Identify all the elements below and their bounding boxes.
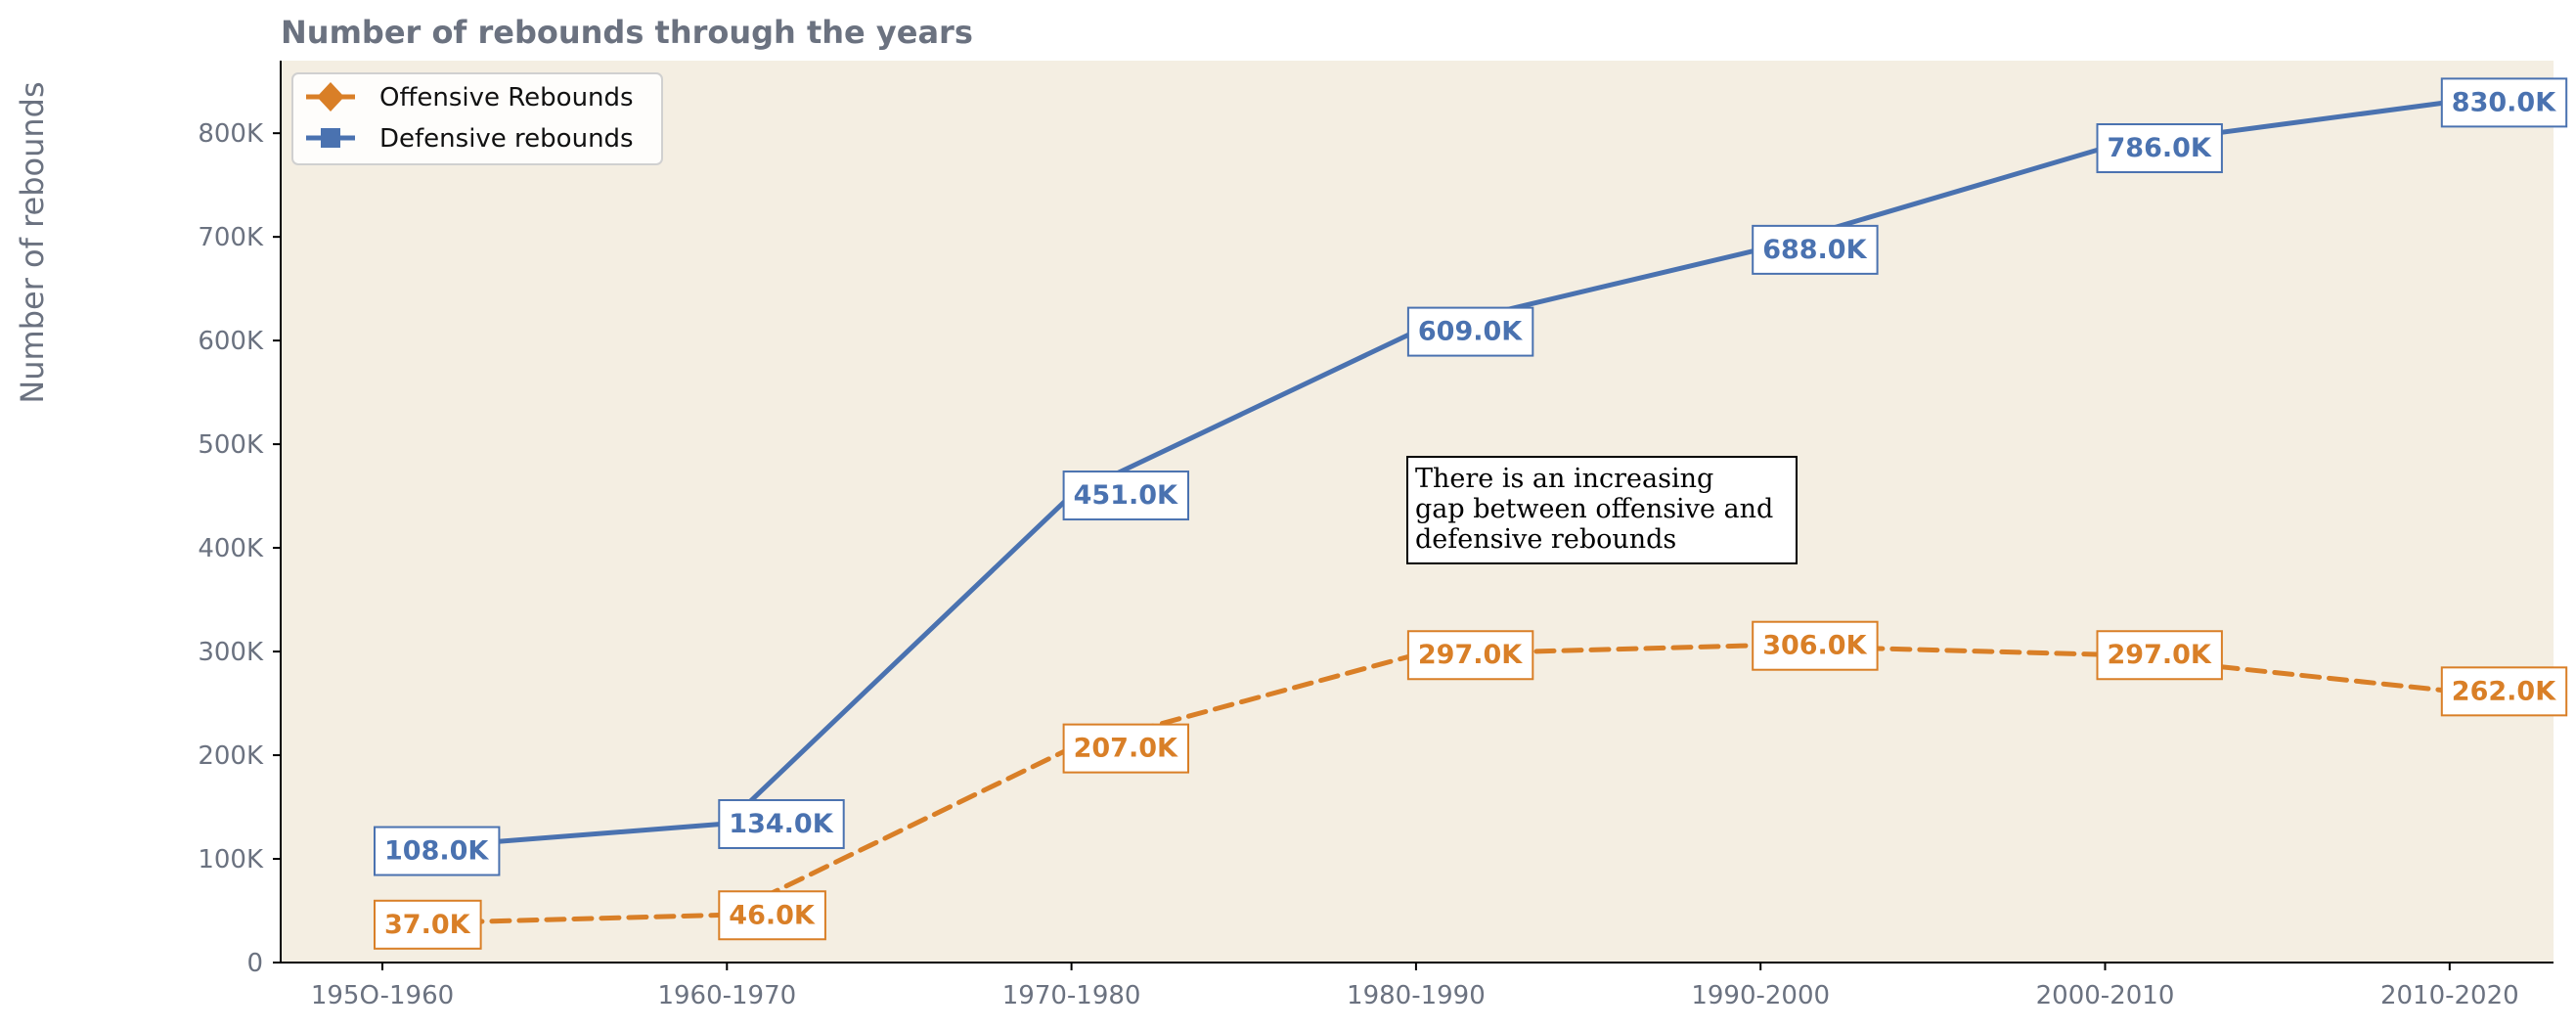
legend-label: Defensive rebounds — [379, 124, 634, 154]
data-label-group: 207.0K — [1062, 723, 1190, 774]
data-label-group: 786.0K — [2096, 123, 2223, 174]
y-tick-label: 600K — [198, 327, 264, 356]
data-label-group: 297.0K — [2096, 630, 2223, 681]
data-label-group: 46.0K — [718, 890, 826, 941]
data-label: 37.0K — [384, 910, 471, 940]
annotation-box — [1406, 456, 1798, 564]
data-label: 306.0K — [1762, 631, 1867, 661]
y-tick-label: 100K — [198, 845, 264, 874]
data-label: 451.0K — [1074, 480, 1178, 511]
data-label: 297.0K — [1418, 640, 1523, 670]
x-tick-label: 195O-1960 — [311, 981, 454, 1010]
data-label-group: 37.0K — [374, 899, 482, 950]
x-tick-label: 2000-2010 — [2036, 981, 2175, 1010]
y-tick-label: 700K — [198, 223, 264, 252]
y-tick-label: 500K — [198, 430, 264, 460]
data-label: 609.0K — [1418, 317, 1523, 347]
data-label-group: 108.0K — [374, 826, 501, 876]
data-label-group: 609.0K — [1406, 306, 1534, 357]
data-label-box — [374, 899, 482, 950]
legend-box — [291, 72, 663, 165]
annotation-line: There is an increasing — [1415, 464, 1713, 494]
y-tick-label: 200K — [198, 741, 264, 771]
data-label: 297.0K — [2108, 640, 2212, 670]
data-label-group: 134.0K — [718, 798, 845, 849]
data-label-box — [718, 798, 845, 849]
data-label: 134.0K — [729, 809, 833, 839]
data-label-box — [1406, 630, 1534, 681]
data-label: 262.0K — [2452, 676, 2556, 706]
legend-diamond-marker — [317, 82, 344, 112]
data-label: 108.0K — [384, 836, 489, 867]
data-label: 786.0K — [2108, 133, 2212, 163]
data-label-box — [718, 890, 826, 941]
data-label-box — [1752, 620, 1879, 671]
data-label-box — [1752, 224, 1879, 275]
legend-square-marker — [321, 128, 340, 148]
data-label-box — [1062, 723, 1190, 774]
data-label-group: 262.0K — [2440, 666, 2568, 717]
x-tick-label: 1970-1980 — [1002, 981, 1141, 1010]
data-label-group: 306.0K — [1752, 620, 1879, 671]
data-label-box — [1406, 306, 1534, 357]
data-label-group: 297.0K — [1406, 630, 1534, 681]
x-tick-label: 2010-2020 — [2380, 981, 2519, 1010]
data-label-group: 451.0K — [1062, 471, 1190, 521]
y-tick-label: 300K — [198, 638, 264, 667]
y-tick-label: 0 — [246, 949, 263, 978]
legend-label: Offensive Rebounds — [379, 83, 634, 112]
y-tick-label: 800K — [198, 119, 264, 149]
annotation-line: gap between offensive and — [1415, 494, 1773, 524]
y-axis-label: Number of rebounds — [14, 81, 51, 403]
data-label-box — [2440, 77, 2568, 128]
data-label: 688.0K — [1762, 235, 1867, 265]
data-label-box — [2096, 123, 2223, 174]
data-label: 207.0K — [1074, 734, 1178, 764]
data-label-box — [1062, 471, 1190, 521]
x-tick-label: 1980-1990 — [1347, 981, 1486, 1010]
data-label-group: 688.0K — [1752, 224, 1879, 275]
y-tick-label: 400K — [198, 534, 264, 563]
x-tick-label: 1960-1970 — [657, 981, 796, 1010]
data-label-box — [2440, 666, 2568, 717]
data-label: 830.0K — [2452, 87, 2556, 117]
legend: Offensive Rebounds Defensive rebounds — [291, 72, 663, 165]
data-label-box — [374, 826, 501, 876]
x-tick-label: 1990-2000 — [1691, 981, 1830, 1010]
chart-title: Number of rebounds through the years — [281, 14, 973, 51]
data-label-group: 830.0K — [2440, 77, 2568, 128]
data-label: 46.0K — [729, 900, 816, 930]
annotation-line: defensive rebounds — [1415, 524, 1676, 555]
data-label-box — [2096, 630, 2223, 681]
